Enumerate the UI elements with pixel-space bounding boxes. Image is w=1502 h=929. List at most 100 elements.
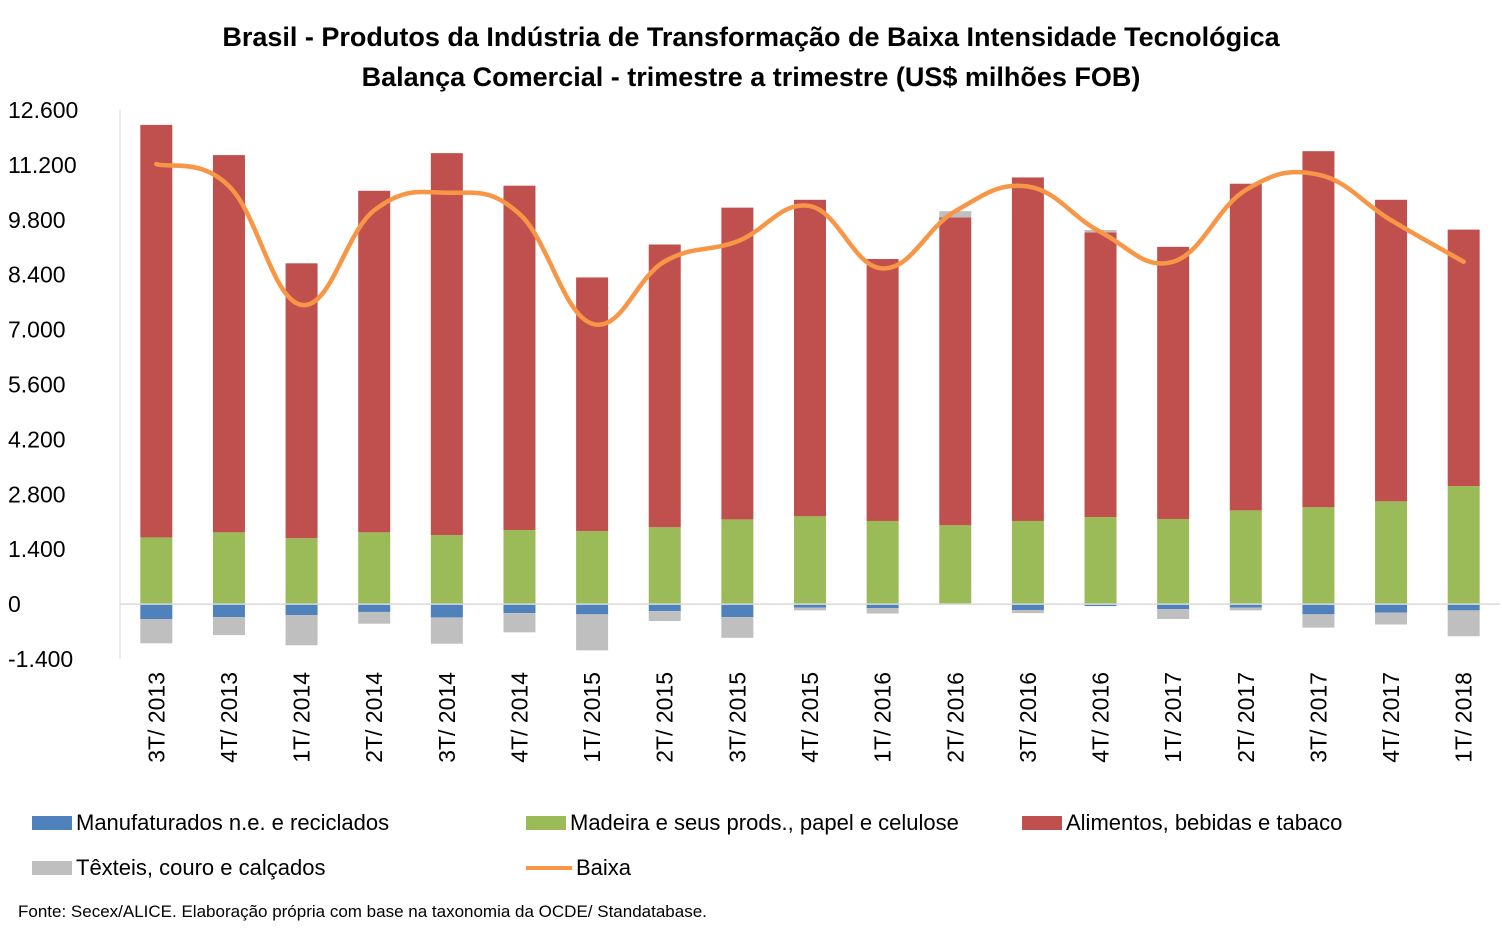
bar-segment-s0-10 xyxy=(866,604,899,609)
y-tick-label: 7.000 xyxy=(8,317,66,343)
x-tick-label: 1T/ 2018 xyxy=(1451,672,1477,763)
x-tick-label: 4T/ 2014 xyxy=(506,672,532,763)
y-tick-label: 2.800 xyxy=(8,481,66,507)
legend-label: Baixa xyxy=(576,855,632,880)
y-tick-label: 11.200 xyxy=(8,152,77,178)
bar-segment-s3-15 xyxy=(1229,607,1262,611)
bar-segment-s0-9 xyxy=(794,604,826,608)
bar-segment-s3-1 xyxy=(212,617,245,636)
bar-segment-s2-8 xyxy=(721,207,754,520)
legend-item-alimentos: Alimentos, bebidas e tabaco xyxy=(1022,810,1342,836)
axes-layer xyxy=(119,110,1500,659)
bar-segment-s1-6 xyxy=(576,531,609,605)
bar-segment-s1-10 xyxy=(866,520,899,605)
bar-segment-s1-13 xyxy=(1084,517,1117,605)
legend-item-manufaturados: Manufaturados n.e. e reciclados xyxy=(32,810,389,836)
bar-segment-s1-3 xyxy=(358,532,391,605)
x-tick-label: 3T/ 2017 xyxy=(1305,672,1331,763)
x-tick-label: 3T/ 2013 xyxy=(143,672,169,763)
x-tick-label: 2T/ 2015 xyxy=(652,672,678,763)
bar-segment-s2-15 xyxy=(1229,183,1262,511)
y-tick-label: 9.800 xyxy=(8,207,66,233)
x-tick-label: 1T/ 2014 xyxy=(289,672,315,763)
bar-segment-s2-10 xyxy=(866,259,899,521)
bar-segment-s0-16 xyxy=(1302,604,1335,615)
chart-title: Brasil - Produtos da Indústria de Transf… xyxy=(222,22,1280,52)
legend-swatch xyxy=(32,861,72,875)
x-tick-label: 4T/ 2017 xyxy=(1378,672,1404,763)
bar-segment-s1-7 xyxy=(648,527,681,605)
bar-segment-s1-16 xyxy=(1302,507,1335,605)
bar-segment-s2-7 xyxy=(648,244,681,528)
bar-segment-s3-6 xyxy=(576,614,609,651)
bar-segment-s0-12 xyxy=(1011,604,1044,610)
x-tick-label: 1T/ 2016 xyxy=(870,672,896,763)
bar-segment-s0-1 xyxy=(212,604,245,618)
bar-segment-s1-14 xyxy=(1157,519,1190,605)
x-tick-label: 4T/ 2015 xyxy=(797,672,823,763)
bar-segment-s0-2 xyxy=(285,604,318,616)
legend-label: Têxteis, couro e calçados xyxy=(76,855,326,880)
y-tick-label: -1.400 xyxy=(8,646,73,672)
bar-segment-s1-8 xyxy=(721,519,754,605)
bar-segment-s2-18 xyxy=(1447,229,1480,487)
x-tick-label: 2T/ 2017 xyxy=(1233,672,1259,763)
line-layer xyxy=(154,161,1466,328)
bar-segment-s1-17 xyxy=(1375,501,1408,605)
bar-segment-s1-11 xyxy=(939,525,972,605)
bar-segment-s1-18 xyxy=(1447,486,1480,605)
bar-segment-s3-5 xyxy=(503,613,536,633)
legend-item-madeira: Madeira e seus prods., papel e celulose xyxy=(526,810,959,836)
bar-segment-s2-11 xyxy=(939,217,972,526)
x-tick-label: 4T/ 2013 xyxy=(216,672,242,763)
legend-label: Madeira e seus prods., papel e celulose xyxy=(570,810,959,835)
bar-segment-s0-4 xyxy=(430,604,463,618)
bar-segment-s2-12 xyxy=(1011,177,1044,521)
bar-segment-s3-3 xyxy=(358,611,391,624)
x-tick-label: 3T/ 2014 xyxy=(434,672,460,763)
bar-segment-s0-18 xyxy=(1447,604,1480,611)
y-axis-ticks: -1.400 0 1.400 2.800 4.200 5.600 7.000 8.400 9.8… xyxy=(8,97,78,672)
legend-item-baixa: Baixa xyxy=(526,855,631,881)
bar-segment-s1-12 xyxy=(1011,520,1044,605)
bar-segment-s0-6 xyxy=(576,604,609,615)
legend-label: Manufaturados n.e. e reciclados xyxy=(76,810,390,835)
legend-swatch xyxy=(526,866,572,870)
x-tick-label: 2T/ 2016 xyxy=(942,672,968,763)
bar-segment-s0-17 xyxy=(1375,604,1408,613)
bar-segment-s0-0 xyxy=(140,604,173,620)
bar-segment-s2-3 xyxy=(358,190,391,533)
y-tick-label: 0 xyxy=(8,591,21,617)
y-tick-label: 1.400 xyxy=(8,536,66,562)
bar-segment-s3-7 xyxy=(648,611,681,621)
legend-swatch xyxy=(32,816,72,830)
bar-segment-s3-16 xyxy=(1302,614,1335,628)
bar-segment-s1-2 xyxy=(285,538,318,605)
bar-segment-s1-15 xyxy=(1229,510,1262,605)
chart-subtitle: Balança Comercial - trimestre a trimestr… xyxy=(361,62,1141,92)
bar-segment-s1-9 xyxy=(794,516,826,605)
source-note: Fonte: Secex/ALICE. Elaboração própria c… xyxy=(18,902,707,921)
y-tick-label: 4.200 xyxy=(8,426,66,452)
legend-swatch xyxy=(1022,816,1062,830)
bar-segment-s3-0 xyxy=(140,619,173,644)
bar-segment-s0-5 xyxy=(503,604,536,614)
bar-segment-s2-5 xyxy=(503,185,536,530)
bar-segment-s2-4 xyxy=(430,153,463,536)
legend-swatch xyxy=(526,816,566,830)
x-tick-label: 1T/ 2015 xyxy=(579,672,605,763)
bar-segment-s3-12 xyxy=(1011,609,1044,614)
bar-segment-s0-3 xyxy=(358,604,391,612)
bar-segment-s2-14 xyxy=(1157,246,1190,520)
y-tick-label: 12.600 xyxy=(8,97,78,123)
bar-segment-s0-13 xyxy=(1084,604,1117,607)
bar-segment-s2-2 xyxy=(285,263,318,539)
bar-segment-s2-17 xyxy=(1375,199,1408,502)
bar-segment-s2-16 xyxy=(1302,151,1335,508)
line-series-baixa xyxy=(154,161,1466,328)
bar-segment-s3-11 xyxy=(939,211,972,218)
bar-segment-s1-0 xyxy=(140,537,173,605)
bar-segment-s0-14 xyxy=(1157,604,1190,610)
bar-segment-s1-4 xyxy=(430,535,463,605)
